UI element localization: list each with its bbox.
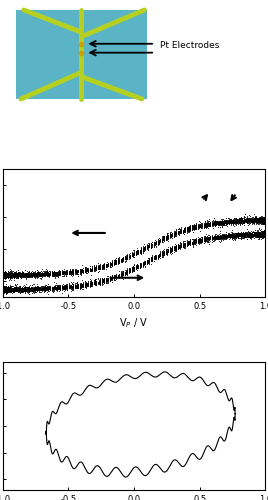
Text: Pt Electrodes: Pt Electrodes bbox=[160, 41, 220, 50]
X-axis label: V$_P$ / V: V$_P$ / V bbox=[119, 316, 149, 330]
Bar bbox=[16, 10, 147, 99]
